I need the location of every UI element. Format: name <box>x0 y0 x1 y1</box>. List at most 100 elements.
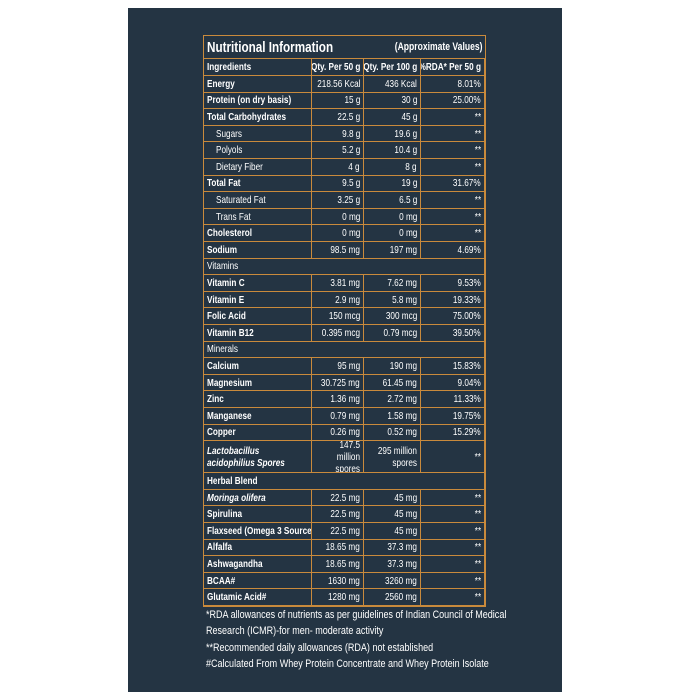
value-cell: ** <box>421 489 485 507</box>
value-cell: 45 mg <box>364 523 421 540</box>
value-cell: 22.5 mg <box>312 523 364 540</box>
value-cell: 18.65 mg <box>312 539 364 557</box>
row-label: BCAA# <box>204 572 312 590</box>
cell-text: 11.33% <box>453 393 481 406</box>
value-cell: ** <box>421 506 485 523</box>
value-cell: 2560 mg <box>364 589 421 606</box>
value-cell: 0 mg <box>364 225 421 242</box>
value-cell: 8.01% <box>421 76 485 93</box>
value-cell: ** <box>421 192 485 209</box>
cell-text: ** <box>474 450 481 463</box>
value-cell: 19.6 g <box>364 125 421 143</box>
cell-text: Magnesium <box>207 376 253 389</box>
row-label: Vitamin C <box>204 275 312 292</box>
cell-text: ** <box>474 110 481 123</box>
cell-text: 18.65 mg <box>325 557 360 570</box>
cell-text: 19 g <box>401 177 417 190</box>
row-label: Calcium <box>204 358 312 375</box>
value-cell: 0 mg <box>312 225 364 242</box>
cell-text: ** <box>474 193 481 206</box>
value-cell: 9.04% <box>421 374 485 392</box>
cell-text: Copper <box>207 426 236 439</box>
value-cell: 19.75% <box>421 408 485 425</box>
cell-text: 22.5 mg <box>330 508 360 521</box>
cell-text: 19.75% <box>453 409 481 422</box>
value-cell: 2.9 mg <box>312 291 364 309</box>
title-row: Nutritional Information (Approximate Valu… <box>204 36 485 59</box>
cell-text: 4.69% <box>457 243 481 256</box>
value-cell: ** <box>421 523 485 540</box>
cell-text: ** <box>474 160 481 173</box>
value-cell: 3.25 g <box>312 192 364 209</box>
panel <box>128 8 562 692</box>
cell-text: 0.79 mcg <box>383 326 417 339</box>
cell-text: 45 mg <box>394 524 417 537</box>
cell-text: ** <box>474 508 481 521</box>
value-cell: ** <box>421 556 485 573</box>
cell-text: 0.79 mg <box>330 409 360 422</box>
value-cell: 15.29% <box>421 424 485 442</box>
cell-text: Zinc <box>207 393 224 406</box>
cell-text: 19.33% <box>453 293 481 306</box>
cell-text: %RDA* Per 50 g <box>421 61 481 73</box>
cell-text: 0.395 mcg <box>321 326 360 339</box>
cell-text: ** <box>474 210 481 223</box>
value-cell: 37.3 mg <box>364 556 421 573</box>
cell-text: 295 million spores <box>377 444 417 469</box>
value-cell: 4 g <box>312 159 364 176</box>
cell-text: 150 mcg <box>328 310 360 323</box>
cell-text: 0 mg <box>341 227 360 240</box>
table-subtitle: (Approximate Values) <box>394 41 482 53</box>
value-cell: 300 mcg <box>364 308 421 325</box>
value-cell: 22.5 mg <box>312 506 364 523</box>
value-cell: 295 million spores <box>364 441 421 474</box>
cell-text: 2.9 mg <box>334 293 360 306</box>
value-cell: 75.00% <box>421 308 485 325</box>
cell-text: Sugars <box>216 127 242 140</box>
row-label: Ashwagandha <box>204 556 312 573</box>
value-cell: 150 mcg <box>312 308 364 325</box>
cell-text: 9.5 g <box>341 177 360 190</box>
footnote: *RDA allowances of nutrients as per guid… <box>206 609 507 621</box>
row-label: Total Carbohydrates <box>204 109 312 126</box>
cell-text: 18.65 mg <box>325 541 360 554</box>
cell-text: 436 Kcal <box>385 77 417 90</box>
value-cell: 1630 mg <box>312 572 364 590</box>
value-cell: 3260 mg <box>364 572 421 590</box>
cell-text: Spirulina <box>207 508 243 521</box>
value-cell: 5.8 mg <box>364 291 421 309</box>
cell-text: ** <box>474 524 481 537</box>
cell-text: 0 mg <box>341 210 360 223</box>
cell-text: Total Carbohydrates <box>207 110 287 123</box>
row-label: Sugars <box>204 125 312 143</box>
value-cell: ** <box>421 159 485 176</box>
cell-text: Saturated Fat <box>216 193 266 206</box>
cell-text: Qty. Per 50 g <box>312 61 360 73</box>
cell-text: 0.26 mg <box>330 426 360 439</box>
value-cell: 2.72 mg <box>364 391 421 408</box>
cell-text: ** <box>474 127 481 140</box>
value-cell: 7.62 mg <box>364 275 421 292</box>
cell-text: ** <box>474 144 481 157</box>
row-label: Spirulina <box>204 506 312 523</box>
value-cell: 9.8 g <box>312 125 364 143</box>
cell-text: 197 mg <box>389 243 417 256</box>
row-label: Protein (on dry basis) <box>204 92 312 110</box>
cell-text: 0.52 mg <box>387 426 417 439</box>
row-label: Vitamin B12 <box>204 325 312 342</box>
cell-text: 30 g <box>401 94 417 107</box>
cell-text: Ingredients <box>207 61 252 73</box>
nutrition-table: Nutritional Information (Approximate Valu… <box>203 35 486 607</box>
value-cell: ** <box>421 142 485 159</box>
value-cell: 436 Kcal <box>364 76 421 93</box>
value-cell: ** <box>421 125 485 143</box>
value-cell: 95 mg <box>312 358 364 375</box>
value-cell: 9.53% <box>421 275 485 292</box>
footnote: Research (ICMR)-for men- moderate activi… <box>206 625 384 638</box>
row-label: Polyols <box>204 142 312 159</box>
row-label: Total Fat <box>204 175 312 193</box>
cell-text: 4 g <box>348 160 360 173</box>
cell-text: 218.56 Kcal <box>316 77 360 90</box>
column-header: Qty. Per 50 g <box>312 59 364 76</box>
cell-text: 22.5 g <box>337 110 360 123</box>
